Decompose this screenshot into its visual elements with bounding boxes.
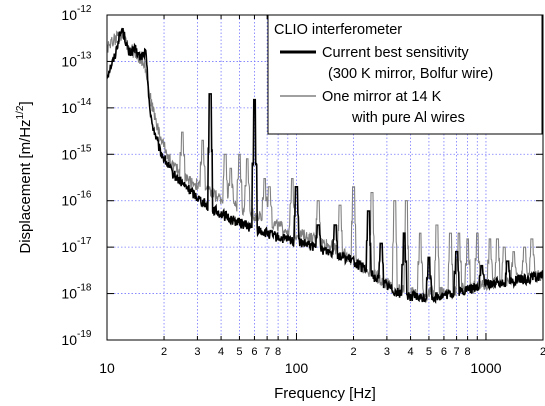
x-tick-label-minor: 7 <box>454 346 460 358</box>
legend-label-current-best: Current best sensitivity <box>322 45 469 61</box>
series-current-best-line <box>107 28 543 304</box>
y-tick-label-exponent: -15 <box>77 143 92 154</box>
y-tick-label: 10 <box>61 53 77 69</box>
y-tick-label-exponent: -16 <box>77 190 92 201</box>
x-tick-label-minor: 5 <box>426 346 432 358</box>
legend-label-current-best-detail: (300 K mirror, Bolfur wire) <box>328 66 493 82</box>
x-tick-label: 1000 <box>470 360 501 376</box>
x-tick-label-minor: 3 <box>384 346 390 358</box>
y-tick-label: 10 <box>61 193 77 209</box>
y-axis-title: Displacement [m/Hz1/2] <box>15 101 34 253</box>
y-tick-label-exponent: -17 <box>77 236 92 247</box>
y-tick-label: 10 <box>61 239 77 255</box>
y-tick-label-exponent: -18 <box>77 283 92 294</box>
x-tick-label-minor: 4 <box>218 346 224 358</box>
x-tick-label-minor: 6 <box>441 346 447 358</box>
y-tick-label-exponent: -13 <box>77 50 92 61</box>
x-tick-label-minor: 4 <box>407 346 413 358</box>
x-tick-label-minor: 7 <box>264 346 270 358</box>
x-tick-label-minor: 2 <box>350 346 356 358</box>
x-tick-label: 100 <box>285 360 309 376</box>
x-tick-label: 10 <box>99 360 115 376</box>
x-tick-label-minor: 8 <box>275 346 281 358</box>
legend-box <box>267 14 543 135</box>
y-axis-title-close: ] <box>17 101 34 105</box>
y-tick-label: 10 <box>61 100 77 116</box>
y-tick-label: 10 <box>61 286 77 302</box>
legend-label-14k-mirror-detail: with pure Al wires <box>351 110 465 126</box>
x-tick-label-minor: 3 <box>194 346 200 358</box>
x-tick-label-minor: 5 <box>236 346 242 358</box>
y-tick-label-exponent: -19 <box>77 329 92 340</box>
y-axis-title-main: Displacement [m/Hz <box>17 119 34 253</box>
x-tick-label-minor: 2 <box>161 346 167 358</box>
y-tick-label: 10 <box>61 146 77 162</box>
plot-area <box>107 27 543 304</box>
y-tick-label: 10 <box>61 7 77 23</box>
legend-title: CLIO interferometer <box>274 22 402 38</box>
x-tick-label-minor: 2 <box>540 346 545 358</box>
x-axis-title: Frequency [Hz] <box>274 385 376 402</box>
legend: CLIO interferometer Current best sensiti… <box>267 14 543 135</box>
y-axis-title-exponent: 1/2 <box>15 105 26 119</box>
x-tick-label-minor: 8 <box>465 346 471 358</box>
y-tick-label: 10 <box>61 332 77 348</box>
y-tick-label-exponent: -12 <box>77 4 92 15</box>
legend-label-14k-mirror: One mirror at 14 K <box>322 89 442 105</box>
x-tick-label-minor: 6 <box>251 346 257 358</box>
y-tick-label-exponent: -14 <box>77 97 92 108</box>
